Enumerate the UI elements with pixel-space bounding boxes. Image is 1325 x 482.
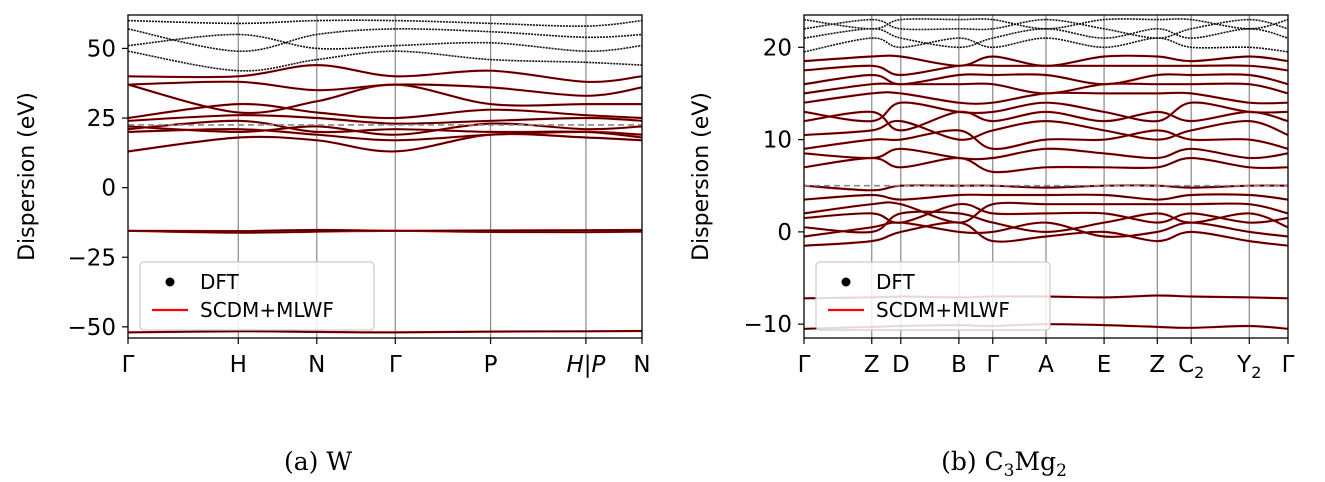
legend-box: [815, 261, 1051, 331]
x-tick-label: N: [633, 352, 650, 378]
bands: [128, 19, 642, 334]
wannier-band-line: [128, 83, 642, 115]
legend-dft-label: DFT: [876, 270, 916, 294]
dft-band-line: [804, 37, 1288, 53]
y-tick-label: 50: [87, 36, 116, 62]
x-tick-label: C2: [1178, 352, 1204, 382]
legend-scdm-label: SCDM+MLWF: [200, 298, 334, 322]
dft-band-line: [804, 203, 1288, 224]
dft-band-line: [128, 80, 642, 97]
plot-frame: [127, 14, 643, 339]
x-tick-label: B: [951, 352, 967, 378]
dft-band-line: [128, 83, 642, 114]
x-tick-label: P: [484, 352, 498, 378]
x-tick-label: H|P: [566, 352, 605, 378]
dft-band-line: [128, 28, 642, 53]
dft-band-line: [128, 330, 642, 334]
y-tick-label: 25: [87, 106, 116, 132]
legend-box: [139, 261, 375, 331]
y-axis-label: Dispersion (eV): [15, 92, 40, 261]
x-tick-label: Γ: [798, 352, 811, 378]
x-tick-label: N: [308, 352, 325, 378]
x-tick-label: Z: [864, 352, 880, 378]
dft-band-line: [804, 27, 1288, 49]
x-tick-label: E: [1097, 352, 1112, 378]
y-tick-label: 0: [777, 220, 792, 246]
wannier-band-line: [128, 80, 642, 97]
y-tick-label: −50: [67, 315, 116, 341]
x-tick-label: Γ: [1282, 352, 1295, 378]
y-tick-label: 20: [763, 35, 792, 61]
dft-band-line: [128, 50, 642, 72]
dft-band-line: [128, 114, 642, 125]
y-axis-label: Dispersion (eV): [689, 92, 714, 261]
x-tick-label: Γ: [389, 352, 402, 378]
x-tick-label: Y2: [1236, 352, 1261, 382]
x-tick-label: Γ: [986, 352, 999, 378]
dft-band-line: [804, 54, 1288, 67]
dft-band-line: [128, 229, 642, 232]
dft-band-line: [128, 133, 642, 153]
dft-band-line: [804, 221, 1288, 247]
dft-band-line: [128, 19, 642, 27]
legend-dft-marker: [841, 277, 851, 287]
panel-caption: (b) C3Mg2: [941, 447, 1067, 481]
dft-band-line: [128, 103, 642, 119]
dft-band-line: [804, 111, 1288, 132]
y-tick-label: −10: [743, 312, 792, 338]
dft-band-line: [804, 18, 1288, 30]
x-tick-label: H: [230, 352, 247, 378]
dft-band-line: [804, 201, 1288, 224]
x-tick-label: D: [892, 352, 910, 378]
y-tick-label: 10: [763, 128, 792, 154]
dft-band-line: [804, 73, 1288, 85]
dft-band-line: [804, 18, 1288, 39]
y-tick-label: 0: [101, 176, 116, 202]
dft-band-line: [804, 148, 1288, 160]
x-tick-label: Z: [1149, 352, 1165, 378]
dft-band-line: [128, 120, 642, 139]
x-tick-label: A: [1038, 352, 1054, 378]
dft-band-line: [804, 101, 1288, 122]
legend-dft-label: DFT: [200, 270, 240, 294]
legend-dft-marker: [165, 277, 175, 287]
dft-band-line: [804, 184, 1288, 192]
x-tick-label: Γ: [122, 352, 135, 378]
dft-band-line: [804, 221, 1288, 238]
panel-a-w: −50 −25 0 25 50 Γ H N Γ P H|P N Dispersion (eV) DFT SC…: [15, 14, 651, 476]
dft-band-line: [804, 82, 1288, 95]
legend-scdm-label: SCDM+MLWF: [876, 298, 1010, 322]
dft-band-line: [128, 64, 642, 83]
dft-band-line: [804, 193, 1288, 201]
dft-band-line: [804, 157, 1288, 173]
y-tick-label: −25: [67, 245, 116, 271]
dft-band-line: [128, 122, 642, 136]
panel-caption: (a) W: [284, 447, 352, 476]
dft-band-line: [804, 129, 1288, 150]
bands: [804, 18, 1288, 330]
